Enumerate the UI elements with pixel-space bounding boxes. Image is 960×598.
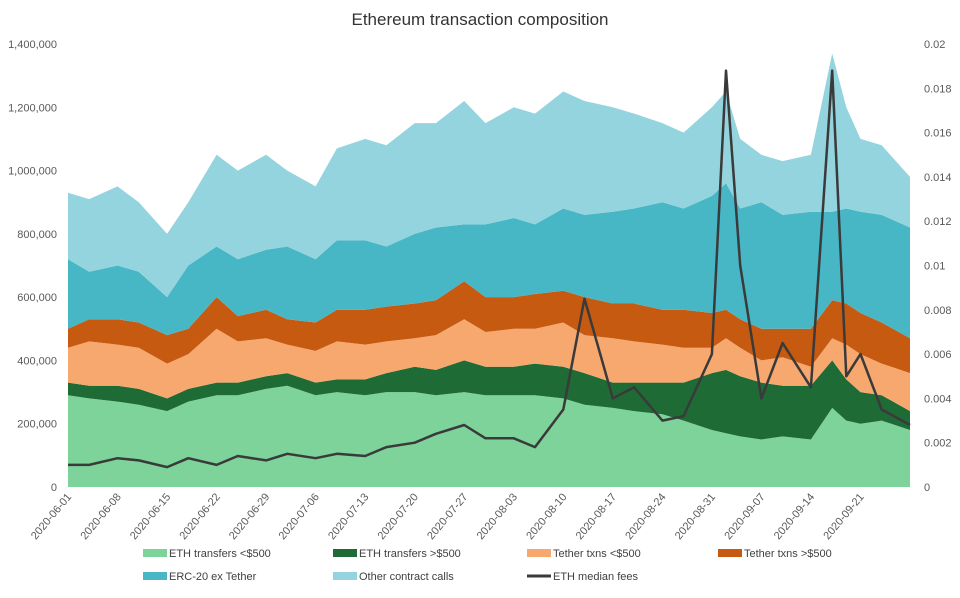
legend-item: ETH transfers <$500 — [143, 548, 271, 560]
area-tether-txns-500 — [68, 281, 910, 374]
right-tick-label: 0.01 — [924, 261, 945, 273]
left-tick-label: 600,000 — [17, 292, 57, 304]
fee-line-layer — [68, 69, 911, 469]
left-axis-ticks: 0 200,000 400,000 600,000 800,000 1,000,000 1,… — [8, 39, 57, 494]
legend-label: Other contract calls — [359, 571, 454, 583]
legend-label: ETH transfers <$500 — [169, 548, 271, 560]
left-tick-label: 400,000 — [17, 355, 57, 367]
legend-item: Other contract calls — [333, 571, 454, 583]
area-other-contract-calls — [68, 53, 910, 298]
legend-swatch — [143, 572, 167, 580]
right-tick-label: 0 — [924, 482, 930, 494]
area-erc-20-ex-tether — [68, 183, 910, 339]
legend-item: ETH transfers >$500 — [333, 548, 461, 560]
left-tick-label: 200,000 — [17, 419, 57, 431]
right-tick-label: 0.002 — [924, 438, 952, 450]
legend-swatch — [333, 549, 357, 557]
left-tick-label: 0 — [51, 482, 57, 494]
legend-swatch — [527, 549, 551, 557]
left-tick-label: 800,000 — [17, 229, 57, 241]
legend-item: ETH median fees — [527, 571, 638, 583]
right-tick-label: 0.016 — [924, 128, 952, 140]
right-tick-label: 0.012 — [924, 216, 952, 228]
legend-swatch — [333, 572, 357, 580]
legend-label: ETH median fees — [553, 571, 638, 583]
right-tick-label: 0.02 — [924, 39, 945, 51]
left-tick-label: 1,400,000 — [8, 39, 57, 51]
area-tether-txns-500 — [68, 319, 910, 412]
legend-item: Tether txns <$500 — [527, 548, 641, 560]
legend-swatch — [143, 549, 167, 557]
left-tick-label: 1,200,000 — [8, 102, 57, 114]
right-tick-label: 0.018 — [924, 83, 952, 95]
right-tick-label: 0.006 — [924, 349, 952, 361]
legend-label: ERC-20 ex Tether — [169, 571, 257, 583]
line-eth-median-fees — [68, 69, 911, 469]
right-axis-ticks: 0 0.002 0.004 0.006 0.008 0.01 0.012 0.014 0.016… — [924, 39, 952, 494]
right-tick-label: 0.008 — [924, 305, 952, 317]
legend: ETH transfers <$500 ETH transfers >$500 Te… — [143, 548, 832, 583]
legend-item: ERC-20 ex Tether — [143, 571, 257, 583]
right-tick-label: 0.014 — [924, 172, 952, 184]
right-tick-label: 0.004 — [924, 393, 952, 405]
legend-item: Tether txns >$500 — [718, 548, 832, 560]
area-eth-transfers-500 — [68, 385, 910, 487]
legend-label: Tether txns >$500 — [744, 548, 832, 560]
left-tick-label: 1,000,000 — [8, 166, 57, 178]
legend-label: ETH transfers >$500 — [359, 548, 461, 560]
chart-title: Ethereum transaction composition — [351, 10, 608, 29]
legend-label: Tether txns <$500 — [553, 548, 641, 560]
area-layers — [68, 53, 910, 487]
legend-swatch — [718, 549, 742, 557]
